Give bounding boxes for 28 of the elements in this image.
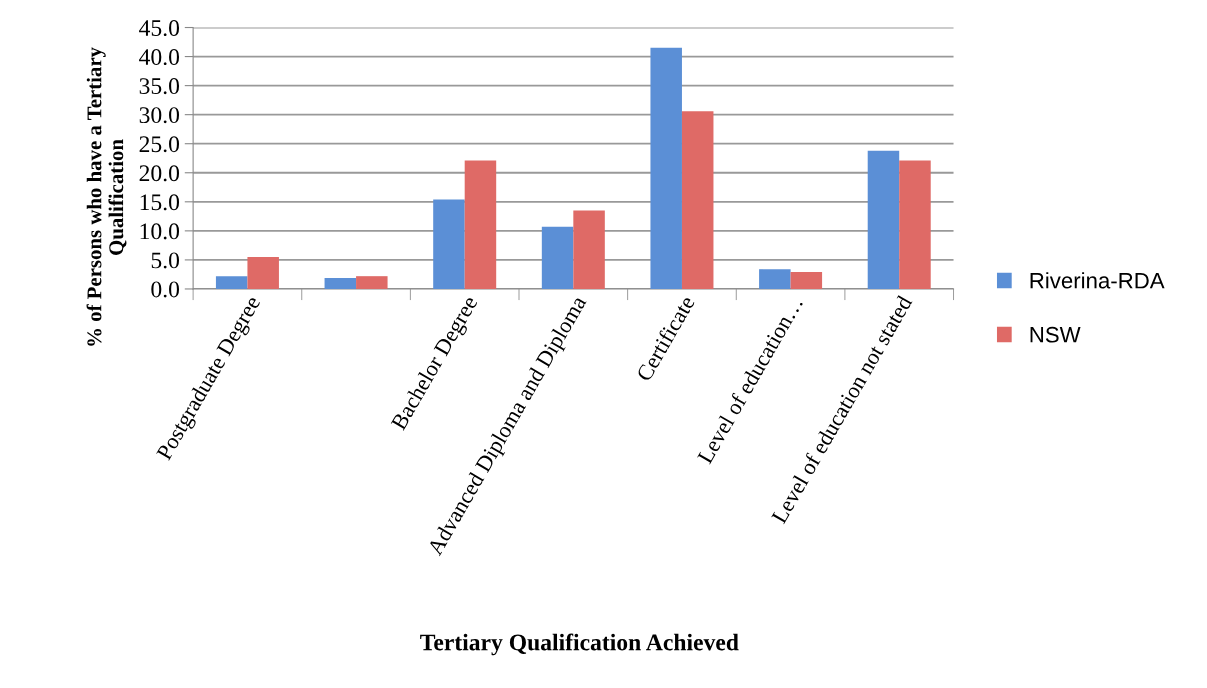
bar [867, 150, 900, 289]
y-tick-label: 25.0 [139, 136, 180, 153]
y-tick-label: 40.0 [139, 49, 180, 66]
y-tick-label: 10.0 [140, 223, 180, 240]
legend-label: NSW [1030, 326, 1081, 343]
y-tick-label: 30.0 [139, 107, 180, 124]
y-tick-label: 45.0 [139, 20, 180, 37]
y-axis-title: % of Persons who have a Tertiary Qualification [86, 47, 127, 346]
x-axis-title: Tertiary Qualification Achieved [420, 633, 739, 656]
bar [573, 210, 605, 289]
bar [650, 47, 682, 289]
bar [433, 199, 465, 289]
bar [681, 111, 714, 289]
bar [541, 226, 574, 289]
bar [464, 160, 497, 289]
y-tick-label: 5.0 [151, 252, 180, 269]
bar [324, 277, 357, 289]
bar [759, 269, 791, 289]
y-tick-label: 15.0 [140, 194, 180, 211]
bar [790, 272, 823, 289]
bar [215, 276, 248, 289]
bar [247, 257, 279, 289]
bar [899, 160, 931, 289]
y-tick-label: 35.0 [139, 78, 180, 95]
y-tick-label: 20.0 [139, 165, 180, 182]
legend-label: Riverina-RDA [1030, 272, 1165, 289]
bar [356, 276, 388, 289]
y-tick-label: 0.0 [151, 281, 180, 298]
